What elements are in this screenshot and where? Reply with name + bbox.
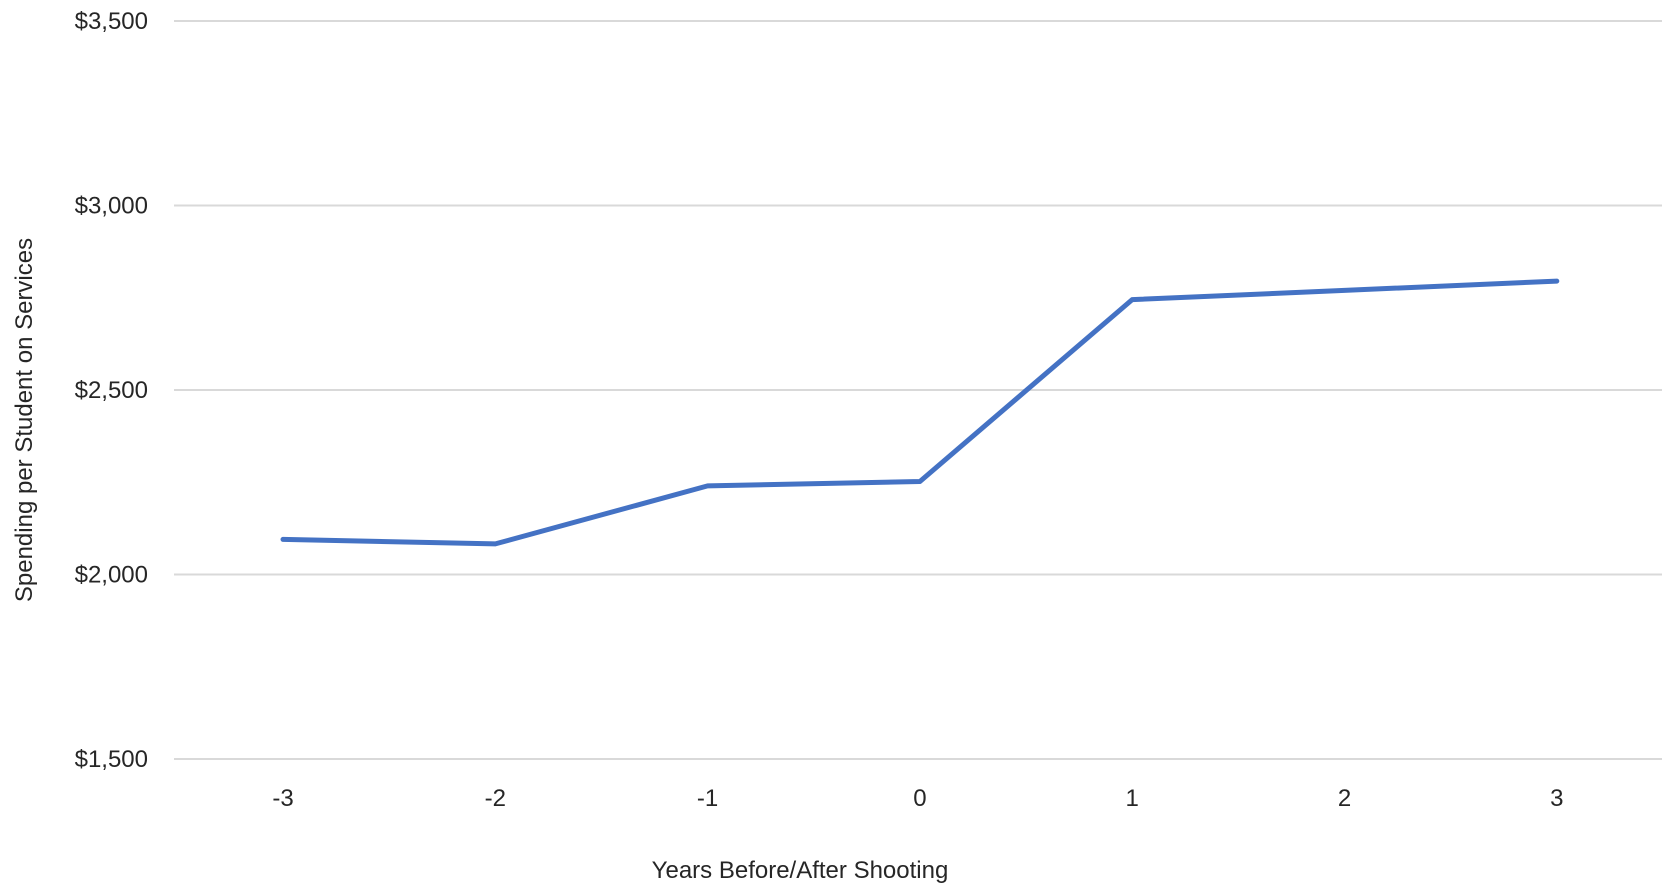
series-line bbox=[280, 278, 1560, 547]
x-tick-label: 3 bbox=[1550, 785, 1563, 812]
y-tick-label: $3,500 bbox=[75, 8, 148, 35]
y-axis-title: Spending per Student on Services bbox=[11, 238, 38, 602]
x-tick-label: -1 bbox=[697, 785, 718, 812]
x-tick-label: 0 bbox=[913, 785, 926, 812]
x-axis-tick-labels: -3 -2 -1 0 1 2 3 bbox=[272, 785, 1563, 812]
x-tick-label: 2 bbox=[1338, 785, 1351, 812]
y-tick-label: $1,500 bbox=[75, 746, 148, 773]
x-tick-label: 1 bbox=[1126, 785, 1139, 812]
y-tick-label: $2,500 bbox=[75, 377, 148, 404]
x-axis-title: Years Before/After Shooting bbox=[652, 857, 949, 884]
x-tick-label: -2 bbox=[485, 785, 506, 812]
series-lines bbox=[280, 278, 1560, 547]
y-tick-label: $3,000 bbox=[75, 193, 148, 220]
x-tick-label: -3 bbox=[272, 785, 293, 812]
y-tick-label: $2,000 bbox=[75, 562, 148, 589]
gridlines bbox=[174, 20, 1662, 760]
y-axis-tick-labels: $1,500 $2,000 $2,500 $3,000 $3,500 bbox=[75, 8, 148, 773]
